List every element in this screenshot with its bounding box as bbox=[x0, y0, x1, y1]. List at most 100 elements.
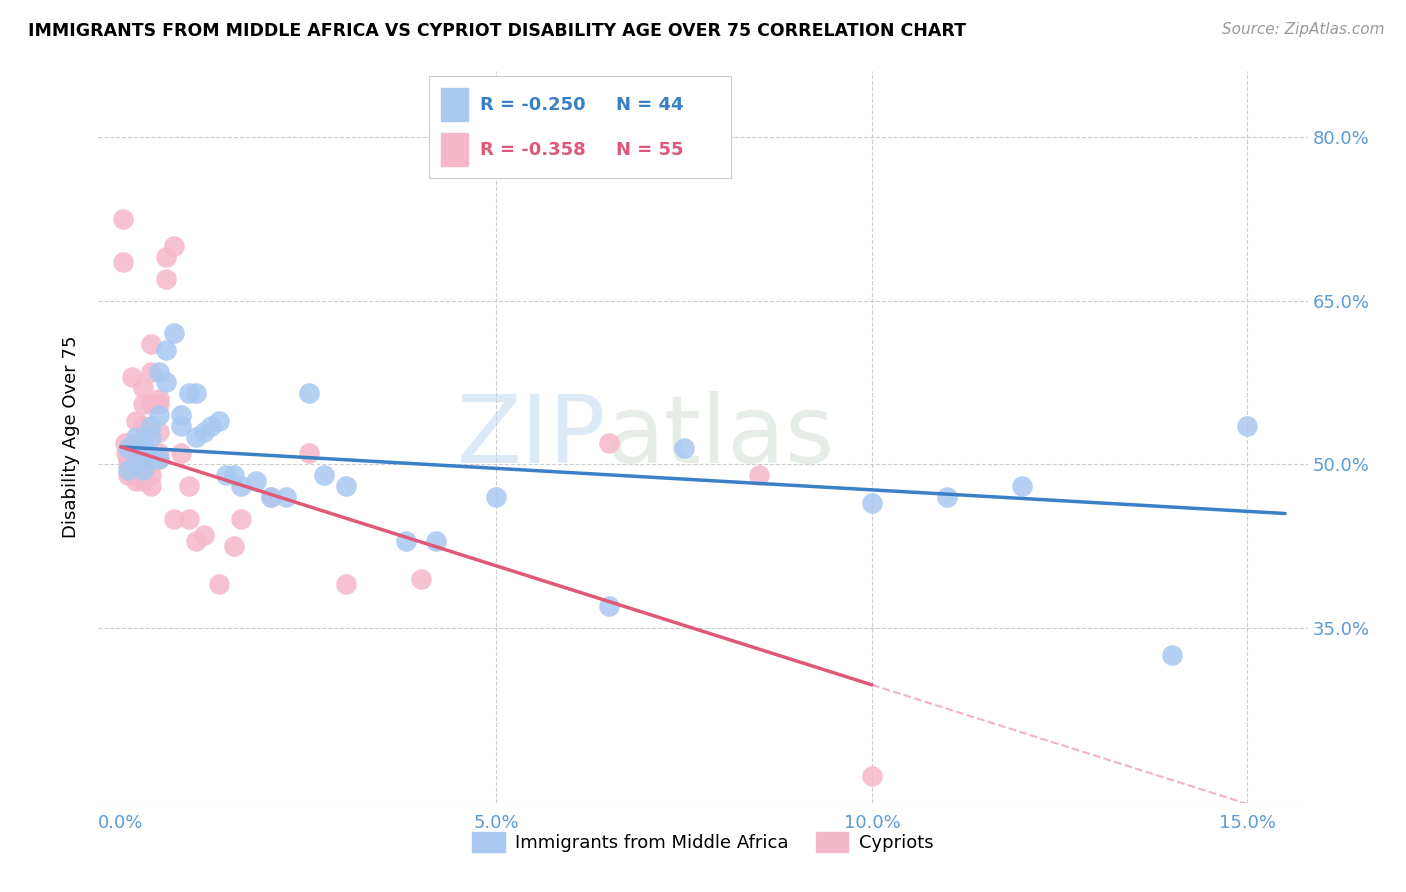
Text: R = -0.250: R = -0.250 bbox=[481, 95, 586, 113]
Point bbox=[155, 250, 177, 264]
Y-axis label: Disability Age Over 75: Disability Age Over 75 bbox=[62, 335, 80, 539]
Point bbox=[162, 512, 184, 526]
Point bbox=[139, 337, 162, 351]
Text: IMMIGRANTS FROM MIDDLE AFRICA VS CYPRIOT DISABILITY AGE OVER 75 CORRELATION CHAR: IMMIGRANTS FROM MIDDLE AFRICA VS CYPRIOT… bbox=[28, 22, 966, 40]
Point bbox=[936, 490, 959, 504]
Point bbox=[177, 512, 200, 526]
Point bbox=[132, 463, 155, 477]
Point bbox=[222, 468, 245, 483]
Point bbox=[312, 468, 335, 483]
Point bbox=[132, 451, 155, 466]
Point bbox=[148, 451, 170, 466]
Text: Source: ZipAtlas.com: Source: ZipAtlas.com bbox=[1222, 22, 1385, 37]
Point bbox=[485, 490, 508, 504]
Text: atlas: atlas bbox=[606, 391, 835, 483]
Point bbox=[148, 409, 170, 423]
Point bbox=[115, 446, 138, 460]
Point bbox=[207, 577, 229, 591]
Point bbox=[132, 441, 155, 455]
Point bbox=[673, 441, 696, 455]
Point bbox=[298, 446, 321, 460]
Text: N = 55: N = 55 bbox=[616, 141, 683, 159]
Point bbox=[125, 458, 148, 472]
Point bbox=[193, 528, 215, 542]
Point bbox=[177, 386, 200, 401]
Point bbox=[148, 397, 170, 411]
Bar bbox=[441, 88, 468, 121]
Point bbox=[425, 533, 447, 548]
Point bbox=[170, 409, 193, 423]
Point bbox=[139, 419, 162, 434]
Point bbox=[298, 386, 321, 401]
Point bbox=[132, 451, 155, 466]
Point bbox=[860, 495, 883, 509]
Point bbox=[132, 381, 155, 395]
Point bbox=[117, 451, 139, 466]
Point bbox=[139, 365, 162, 379]
Point bbox=[125, 468, 148, 483]
Point bbox=[139, 451, 162, 466]
Point bbox=[139, 430, 162, 444]
Point bbox=[170, 446, 193, 460]
Text: ZIP: ZIP bbox=[457, 391, 606, 483]
Point bbox=[215, 468, 238, 483]
Point bbox=[170, 419, 193, 434]
Point bbox=[411, 572, 433, 586]
Point bbox=[148, 451, 170, 466]
Point bbox=[148, 446, 170, 460]
Point bbox=[598, 599, 620, 614]
Point bbox=[184, 430, 207, 444]
Point bbox=[125, 446, 148, 460]
Point bbox=[148, 365, 170, 379]
Point bbox=[139, 479, 162, 493]
Point bbox=[860, 768, 883, 782]
Point bbox=[132, 446, 155, 460]
Point bbox=[155, 272, 177, 286]
Point bbox=[132, 474, 155, 488]
Point bbox=[114, 435, 136, 450]
Point bbox=[162, 326, 184, 341]
Point bbox=[162, 239, 184, 253]
Text: R = -0.358: R = -0.358 bbox=[481, 141, 586, 159]
Point bbox=[184, 533, 207, 548]
Point bbox=[260, 490, 283, 504]
Point bbox=[155, 343, 177, 357]
Point bbox=[748, 468, 770, 483]
Point bbox=[276, 490, 298, 504]
Point bbox=[139, 468, 162, 483]
Point bbox=[207, 414, 229, 428]
Point bbox=[128, 451, 150, 466]
Point bbox=[125, 474, 148, 488]
Point bbox=[1236, 419, 1258, 434]
Point bbox=[132, 419, 155, 434]
Point bbox=[245, 474, 267, 488]
Point bbox=[598, 435, 620, 450]
Point bbox=[155, 376, 177, 390]
Point bbox=[132, 463, 155, 477]
Point bbox=[139, 458, 162, 472]
Point bbox=[148, 392, 170, 406]
Legend: Immigrants from Middle Africa, Cypriots: Immigrants from Middle Africa, Cypriots bbox=[465, 824, 941, 860]
Point bbox=[177, 479, 200, 493]
Point bbox=[229, 512, 252, 526]
Text: N = 44: N = 44 bbox=[616, 95, 683, 113]
Point bbox=[200, 419, 222, 434]
Point bbox=[132, 468, 155, 483]
Point bbox=[125, 430, 148, 444]
Point bbox=[1161, 648, 1184, 663]
Point bbox=[184, 386, 207, 401]
Point bbox=[117, 446, 139, 460]
Point bbox=[132, 435, 155, 450]
Point bbox=[117, 458, 139, 472]
Point bbox=[148, 425, 170, 439]
Point bbox=[117, 441, 139, 455]
Point bbox=[117, 468, 139, 483]
Point bbox=[125, 435, 148, 450]
Point bbox=[335, 479, 357, 493]
Point bbox=[125, 414, 148, 428]
Point bbox=[117, 441, 139, 455]
Point bbox=[1011, 479, 1033, 493]
Point bbox=[222, 539, 245, 553]
Point bbox=[121, 370, 143, 384]
Point bbox=[112, 255, 135, 269]
